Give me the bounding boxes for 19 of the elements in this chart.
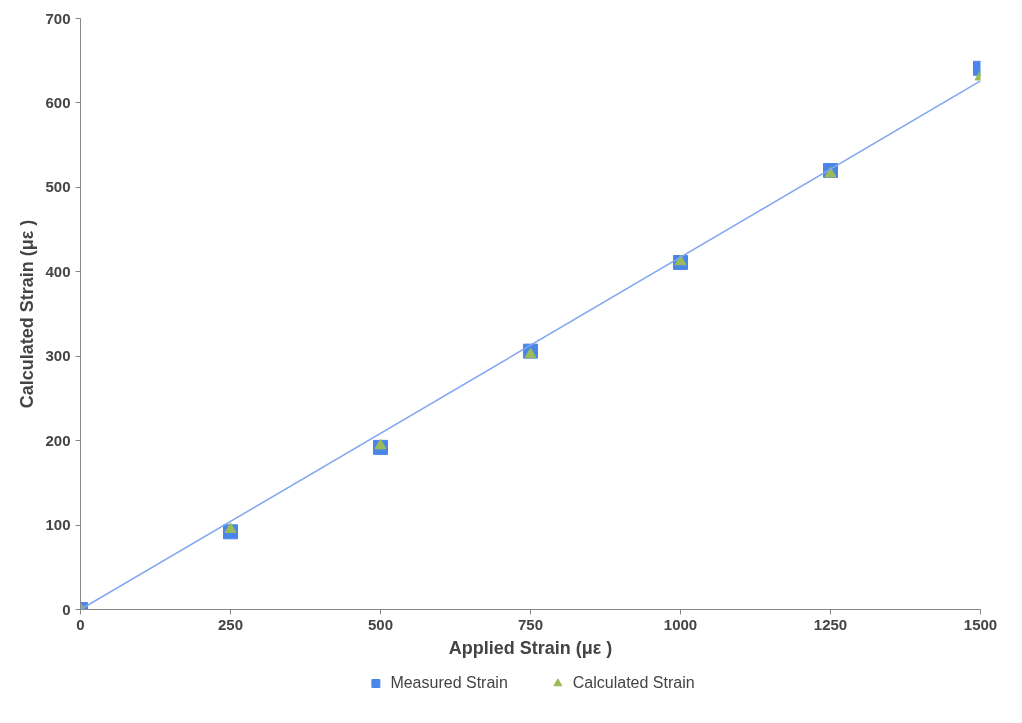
y-axis-title: Calculated Strain (με ) [17,219,38,409]
x-tick-label: 1000 [663,615,698,633]
y-tick-label: 700 [45,9,71,27]
x-tick-label: 500 [367,615,394,633]
x-tick-label: 1500 [963,615,998,633]
y-tick-label: 600 [45,93,71,111]
y-tick-label: 200 [45,431,71,449]
y-tick-label: 400 [45,262,71,280]
x-axis-title: Applied Strain (με ) [448,637,613,658]
y-tick-label: 500 [45,178,71,196]
x-tick-label: 1250 [813,615,848,633]
legend-label: Calculated Strain [572,673,695,692]
x-tick-label: 750 [517,615,544,633]
y-tick-label: 100 [45,516,71,534]
y-tick-label: 300 [45,347,71,365]
legend-label: Measured Strain [390,673,508,692]
x-tick-label: 0 [76,615,85,633]
x-tick-label: 250 [217,615,244,633]
y-tick-label: 0 [62,600,71,618]
